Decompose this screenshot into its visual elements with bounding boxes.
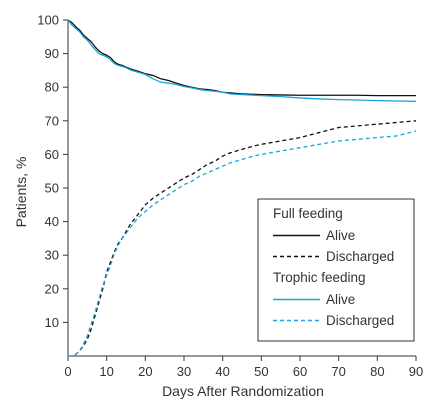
y-tick-label: 30 [45,248,59,263]
legend-group-title: Trophic feeding [273,270,366,285]
x-tick-label: 30 [177,364,191,379]
x-tick-label: 10 [99,364,113,379]
y-tick-label: 50 [45,181,59,196]
x-axis-title: Days After Randomization [162,383,324,399]
legend: Full feeding Alive Discharged Trophic feedi… [257,198,415,342]
y-tick-label: 100 [37,13,59,28]
y-tick-label: 40 [45,214,59,229]
series-layer [67,19,417,357]
y-axis-title: Patients, % [13,157,29,228]
legend-entry-label: Alive [326,228,355,243]
legend-entry-label: Discharged [326,313,394,328]
series-line-trophic-alive [67,19,417,102]
x-tick-label: 50 [254,364,268,379]
legend-entry-label: Alive [326,292,355,307]
x-tick-label: 20 [138,364,152,379]
x-tick-label: 80 [370,364,384,379]
legend-box [257,198,415,342]
y-tick-label: 60 [45,147,59,162]
y-tick-label: 90 [45,46,59,61]
x-tick-label: 90 [409,364,423,379]
x-tick-label: 60 [293,364,307,379]
x-tick-label: 0 [64,364,71,379]
x-tick-label: 70 [331,364,345,379]
series-line-full-alive [67,19,416,97]
y-tick-label: 20 [45,281,59,296]
y-tick-label: 10 [45,315,59,330]
y-tick-label: 80 [45,80,59,95]
legend-entry-label: Discharged [326,249,394,264]
series-line-full-discharged [68,120,417,357]
axes: 10 20 30 40 50 60 70 80 90 100 0 10 20 30 40 50 60 70 80 90 [37,13,423,380]
legend-group-title: Full feeding [273,206,343,221]
x-tick-label: 40 [215,364,229,379]
y-tick-label: 70 [45,113,59,128]
